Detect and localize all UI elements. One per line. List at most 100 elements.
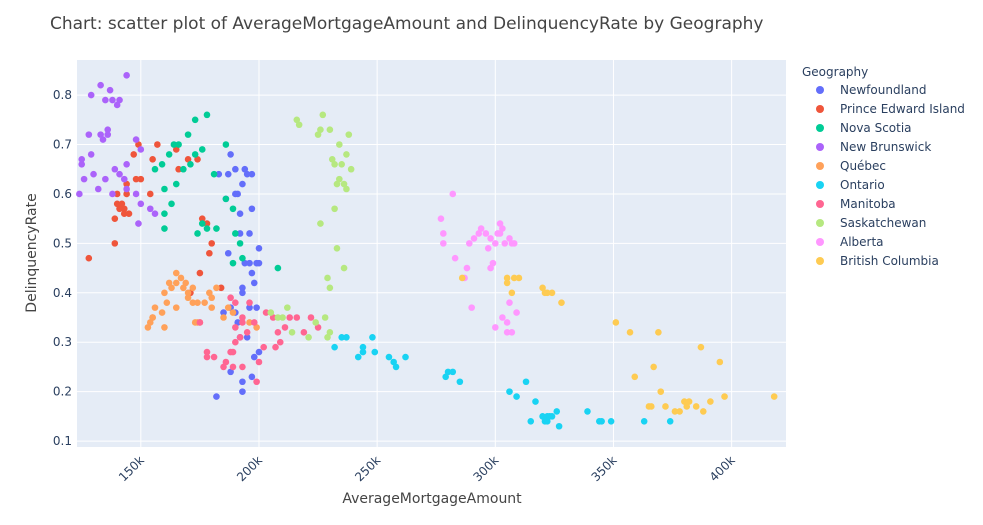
data-point <box>248 269 256 277</box>
data-point <box>78 156 86 163</box>
series-manitoba <box>196 294 322 386</box>
data-point <box>640 417 648 425</box>
data-point <box>385 353 393 361</box>
legend-item[interactable]: Prince Edward Island <box>816 102 965 116</box>
data-point <box>172 269 180 277</box>
data-point <box>548 413 556 420</box>
data-point <box>168 200 175 208</box>
data-point <box>492 240 499 247</box>
data-point <box>390 358 397 366</box>
data-point <box>113 190 121 198</box>
data-point <box>331 160 338 168</box>
data-point <box>158 160 166 168</box>
x-tick-label: 150k <box>116 453 147 484</box>
y-tick-label: 0.5 <box>53 236 72 250</box>
data-point <box>172 180 180 188</box>
data-point <box>236 333 244 341</box>
data-point <box>458 274 466 282</box>
series-alberta <box>437 190 520 336</box>
data-point <box>770 393 778 400</box>
data-point <box>151 165 159 173</box>
y-tick-label: 0.4 <box>53 286 72 300</box>
data-point <box>279 314 286 321</box>
data-point <box>250 279 258 287</box>
legend-label: Prince Edward Island <box>840 102 965 116</box>
data-point <box>343 151 350 158</box>
series-prince-edward-island <box>85 141 225 297</box>
data-point <box>607 417 615 425</box>
data-point <box>224 170 232 178</box>
data-point <box>699 408 707 415</box>
data-point <box>151 210 159 218</box>
legend-item[interactable]: Ontario <box>816 178 885 192</box>
data-point <box>132 190 140 198</box>
data-point <box>347 165 355 173</box>
legend-item[interactable]: Alberta <box>816 235 884 249</box>
data-point <box>274 314 282 321</box>
y-tick-label: 0.3 <box>53 335 72 349</box>
data-point <box>120 175 128 183</box>
legend-label: New Brunswick <box>840 140 931 154</box>
data-point <box>697 343 705 351</box>
data-point <box>671 408 679 415</box>
data-point <box>239 284 246 292</box>
data-point <box>236 230 244 237</box>
data-point <box>482 230 490 237</box>
data-point <box>246 304 253 311</box>
legend-item[interactable]: Québec <box>816 159 886 173</box>
data-point <box>224 249 232 257</box>
data-point <box>224 304 232 311</box>
legend-item[interactable]: New Brunswick <box>816 140 931 154</box>
data-point <box>123 160 130 168</box>
data-point <box>137 200 145 208</box>
data-point <box>510 274 518 282</box>
data-point <box>657 388 665 395</box>
data-point <box>111 240 119 247</box>
data-point <box>437 215 445 222</box>
data-point <box>213 284 220 292</box>
data-point <box>239 180 246 188</box>
data-point <box>466 240 473 247</box>
data-point <box>239 319 246 326</box>
data-point <box>135 220 142 227</box>
x-tick-label: 200k <box>234 453 265 484</box>
data-point <box>475 230 483 237</box>
data-point <box>220 363 227 371</box>
data-point <box>177 274 185 282</box>
legend-item[interactable]: Manitoba <box>816 197 896 211</box>
data-point <box>144 324 152 331</box>
data-point <box>239 378 246 386</box>
data-point <box>544 417 551 425</box>
data-point <box>232 299 239 306</box>
data-point <box>692 403 700 410</box>
data-point <box>170 141 178 148</box>
data-point <box>333 180 341 188</box>
data-point <box>236 210 244 218</box>
legend-marker <box>816 257 824 265</box>
data-point <box>120 205 128 213</box>
data-point <box>125 210 133 218</box>
data-point <box>440 240 447 247</box>
legend-item[interactable]: Nova Scotia <box>816 121 912 135</box>
series-british-columbia <box>458 274 778 415</box>
data-point <box>241 165 249 173</box>
data-point <box>255 245 263 252</box>
data-point <box>172 304 180 311</box>
data-point <box>220 314 227 321</box>
legend-item[interactable]: British Columbia <box>816 254 939 268</box>
legend-item[interactable]: Saskatchewan <box>816 216 926 230</box>
plot-area <box>77 60 786 447</box>
data-point <box>506 388 513 395</box>
data-point <box>288 329 296 336</box>
data-point <box>80 175 88 183</box>
legend-label: Newfoundland <box>840 83 926 97</box>
data-point <box>487 235 494 242</box>
data-point <box>250 319 258 326</box>
data-point <box>451 254 459 262</box>
data-point <box>515 274 523 282</box>
legend-item[interactable]: Newfoundland <box>816 83 926 97</box>
data-point <box>463 264 471 272</box>
legend-marker <box>816 162 824 170</box>
data-point <box>208 294 216 302</box>
data-point <box>111 165 119 173</box>
